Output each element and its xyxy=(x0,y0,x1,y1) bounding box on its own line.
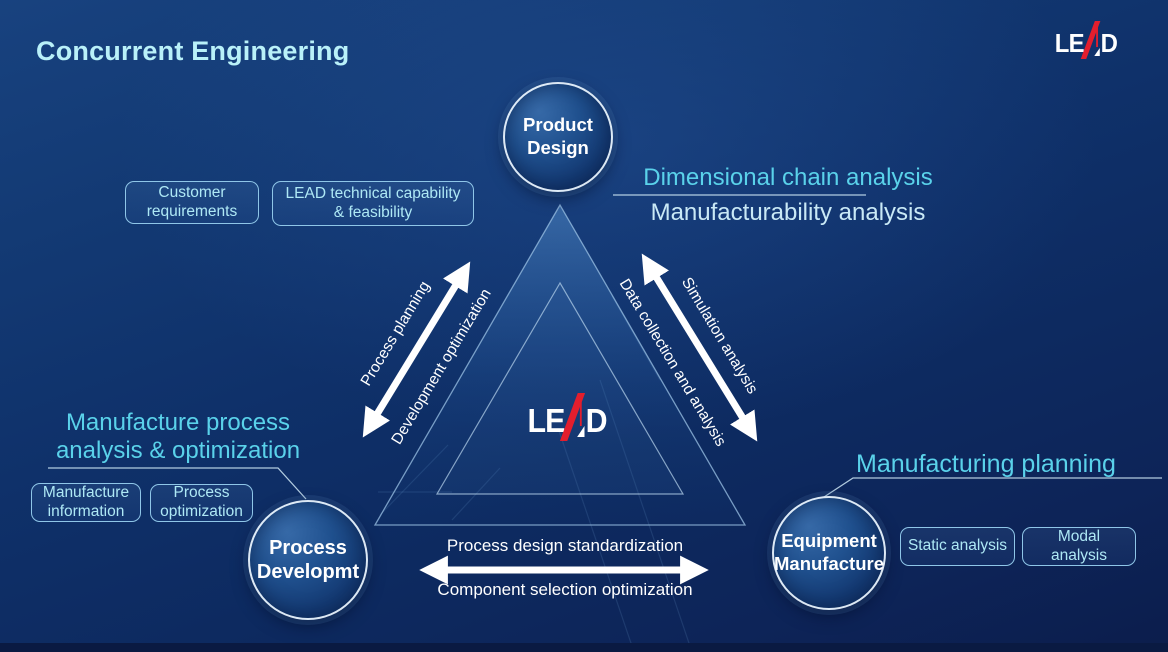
node-label-line2: Developmt xyxy=(256,561,360,583)
logo-white-wedge-icon xyxy=(577,426,585,437)
lead-logo-center: LE D xyxy=(527,393,608,441)
node-label-line1: Equipment xyxy=(781,530,877,552)
process-section-heading: Manufacture process analysis & optimizat… xyxy=(55,409,301,464)
info-box-lead-capability: LEAD technical capability & feasibility xyxy=(272,181,474,226)
left-edge-outer-label: Process planning xyxy=(357,278,434,390)
node-label-line2: Manufacture xyxy=(774,553,884,574)
logo-white-wedge-icon xyxy=(1094,48,1100,56)
info-box-customer-requirements: Customer requirements xyxy=(125,181,259,224)
info-box-static-analysis: Static analysis xyxy=(900,527,1015,566)
bottom-edge-top-label: Process design standardization xyxy=(446,536,684,555)
equipment-section-heading: Manufacturing planning xyxy=(856,450,1116,478)
node-process-development: Process Developmt xyxy=(248,500,368,620)
equipment-heading-connector xyxy=(823,477,1162,498)
info-box-process-optimization: Process optimization xyxy=(150,484,253,522)
info-box-manufacture-information: Manufacture information xyxy=(31,483,141,522)
logo-le-text: LE xyxy=(1054,28,1085,58)
logo-red-line-icon xyxy=(1096,22,1098,48)
logo-d-text: D xyxy=(1100,28,1118,58)
right-edge-inner-label: Data collection and analysis xyxy=(615,276,730,450)
dimensional-chain-analysis-label: Dimensional chain analysis xyxy=(643,164,933,191)
logo-a-mark xyxy=(560,393,586,441)
node-label-line2: Design xyxy=(527,137,589,158)
logo-le-text: LE xyxy=(527,402,565,439)
logo-red-line-icon xyxy=(580,394,583,426)
logo-a-mark xyxy=(1080,21,1101,60)
outer-triangle xyxy=(373,203,747,526)
info-box-modal-analysis: Modal analysis xyxy=(1022,527,1136,566)
node-product-design: Product Design xyxy=(503,82,613,192)
lead-logo: LE D xyxy=(1054,21,1118,60)
node-label-line1: Process xyxy=(269,536,347,559)
manufacturability-analysis-label: Manufacturability analysis xyxy=(650,199,926,226)
node-label-line1: Product xyxy=(523,114,593,136)
logo-d-text: D xyxy=(585,402,608,439)
page-title: Concurrent Engineering xyxy=(36,36,350,66)
bottom-accent-strip xyxy=(0,643,1168,652)
bottom-edge-bottom-label: Component selection optimization xyxy=(437,580,693,599)
node-equipment-manufacture: Equipment Manufacture xyxy=(772,496,886,610)
